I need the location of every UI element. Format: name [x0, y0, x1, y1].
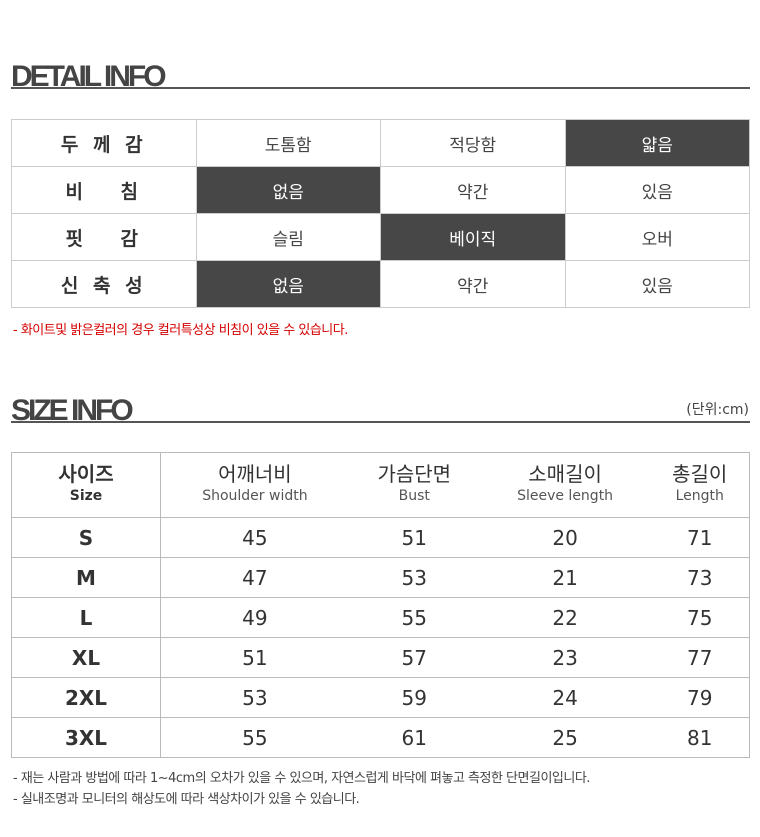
header-ko: 어깨너비 [218, 462, 292, 486]
detail-option-selected: 베이직 [380, 213, 566, 261]
size-value: 61 [348, 717, 480, 758]
header-ko: 가슴단면 [377, 462, 452, 486]
size-value: 55 [348, 597, 480, 638]
detail-option: 적당함 [380, 119, 566, 167]
detail-row-label: 두 께 감 [11, 119, 197, 167]
header-en: Length [675, 488, 724, 504]
size-note-2: - 실내조명과 모니터의 해상도에 따라 색상차이가 있을 수 있습니다. [13, 792, 360, 807]
detail-option: 오버 [564, 213, 750, 261]
column-header: 총길이 Length [650, 452, 750, 518]
size-row: L 49 55 22 75 [11, 597, 750, 638]
size-label: XL [11, 637, 161, 678]
size-row: XL 51 57 23 77 [11, 637, 750, 678]
divider [11, 87, 750, 89]
detail-row-label: 비 침 [11, 166, 197, 214]
detail-option: 슬림 [195, 213, 381, 261]
size-value: 75 [650, 597, 750, 638]
detail-option-selected: 얇음 [564, 119, 750, 167]
detail-row-label: 신 축 성 [11, 260, 197, 308]
detail-row: 신 축 성 없음 약간 있음 [11, 260, 750, 308]
column-header: 사이즈 Size [11, 452, 161, 518]
size-value: 24 [479, 677, 651, 718]
size-value: 20 [479, 517, 651, 558]
size-row: M 47 53 21 73 [11, 557, 750, 598]
size-row: S 45 51 20 71 [11, 517, 750, 558]
size-label: 2XL [11, 677, 161, 718]
detail-option: 약간 [380, 260, 566, 308]
size-row: 2XL 53 59 24 79 [11, 677, 750, 718]
header-en: Shoulder width [202, 488, 308, 504]
header-en: Size [69, 488, 103, 504]
size-label: 3XL [11, 717, 161, 758]
size-value: 21 [479, 557, 651, 598]
size-value: 22 [479, 597, 651, 638]
size-value: 73 [650, 557, 750, 598]
size-value: 71 [650, 517, 750, 558]
size-label: M [11, 557, 161, 598]
divider [11, 421, 750, 423]
size-value: 59 [348, 677, 480, 718]
detail-info-title: DETAIL INFO [11, 60, 167, 93]
size-value: 55 [160, 717, 349, 758]
detail-row-label: 핏 감 [11, 213, 197, 261]
size-value: 57 [348, 637, 480, 678]
detail-option: 약간 [380, 166, 566, 214]
size-row: 3XL 55 61 25 81 [11, 717, 750, 758]
detail-row: 핏 감 슬림 베이직 오버 [11, 213, 750, 261]
header-ko: 소매길이 [528, 462, 602, 486]
header-ko: 총길이 [672, 462, 728, 486]
size-value: 51 [348, 517, 480, 558]
size-value: 45 [160, 517, 349, 558]
size-value: 23 [479, 637, 651, 678]
size-value: 25 [479, 717, 651, 758]
size-value: 51 [160, 637, 349, 678]
header-ko: 사이즈 [58, 462, 114, 486]
detail-note: - 화이트및 밝은컬러의 경우 컬러특성상 비침이 있을 수 있습니다. [13, 323, 348, 338]
column-header: 소매길이 Sleeve length [479, 452, 651, 518]
size-value: 47 [160, 557, 349, 598]
size-value: 77 [650, 637, 750, 678]
detail-option: 도톰함 [195, 119, 381, 167]
size-value: 53 [348, 557, 480, 598]
detail-row: 비 침 없음 약간 있음 [11, 166, 750, 214]
column-header: 어깨너비 Shoulder width [160, 452, 349, 518]
header-en: Bust [398, 488, 430, 504]
size-note-1: - 재는 사람과 방법에 따라 1~4cm의 오차가 있을 수 있으며, 자연스… [13, 771, 590, 786]
detail-option-selected: 없음 [195, 166, 381, 214]
size-info-title: SIZE INFO [11, 394, 134, 427]
unit-label: (단위:cm) [686, 402, 749, 418]
detail-option-selected: 없음 [195, 260, 381, 308]
size-table: 사이즈 Size 어깨너비 Shoulder width 가슴단면 Bust 소매길이 Sle… [11, 452, 750, 758]
size-value: 53 [160, 677, 349, 718]
column-header: 가슴단면 Bust [348, 452, 480, 518]
size-value: 79 [650, 677, 750, 718]
size-value: 49 [160, 597, 349, 638]
detail-row: 두 께 감 도톰함 적당함 얇음 [11, 119, 750, 167]
size-value: 81 [650, 717, 750, 758]
detail-option: 있음 [564, 260, 750, 308]
header-en: Sleeve length [517, 488, 614, 504]
detail-option: 있음 [564, 166, 750, 214]
size-label: S [11, 517, 161, 558]
size-label: L [11, 597, 161, 638]
detail-table: 두 께 감 도톰함 적당함 얇음 비 침 없음 약간 있음 핏 감 슬림 베이직 오버 신 축 성 없음 약… [11, 119, 750, 308]
